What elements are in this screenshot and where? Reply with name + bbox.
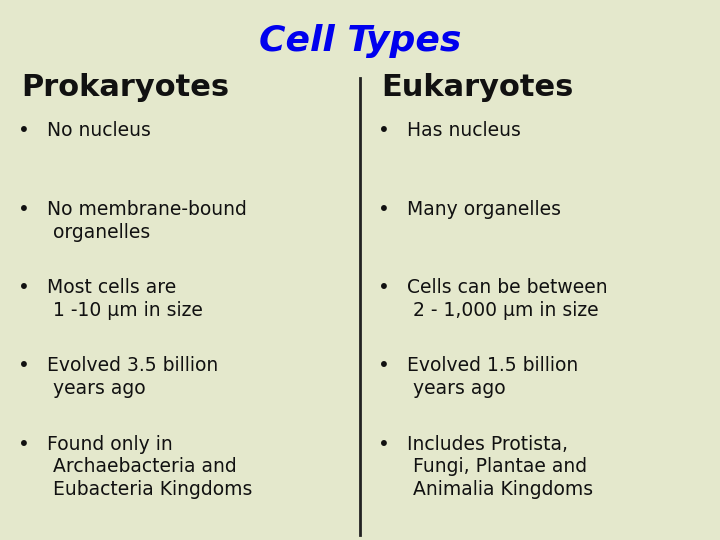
Text: Includes Protista,
 Fungi, Plantae and
 Animalia Kingdoms: Includes Protista, Fungi, Plantae and An… bbox=[407, 435, 593, 499]
Text: Evolved 3.5 billion
 years ago: Evolved 3.5 billion years ago bbox=[47, 356, 218, 398]
Text: No membrane-bound
 organelles: No membrane-bound organelles bbox=[47, 200, 247, 241]
Text: •: • bbox=[378, 435, 390, 454]
Text: •: • bbox=[378, 200, 390, 219]
Text: •: • bbox=[18, 278, 30, 297]
Text: •: • bbox=[18, 200, 30, 219]
Text: •: • bbox=[18, 435, 30, 454]
Text: Many organelles: Many organelles bbox=[407, 200, 561, 219]
Text: •: • bbox=[18, 356, 30, 375]
Text: Prokaryotes: Prokaryotes bbox=[22, 73, 230, 102]
Text: Most cells are
 1 -10 μm in size: Most cells are 1 -10 μm in size bbox=[47, 278, 202, 320]
Text: •: • bbox=[378, 278, 390, 297]
Text: Eukaryotes: Eukaryotes bbox=[382, 73, 574, 102]
Text: •: • bbox=[18, 122, 30, 140]
Text: •: • bbox=[378, 122, 390, 140]
Text: No nucleus: No nucleus bbox=[47, 122, 150, 140]
Text: Has nucleus: Has nucleus bbox=[407, 122, 521, 140]
Text: Evolved 1.5 billion
 years ago: Evolved 1.5 billion years ago bbox=[407, 356, 578, 398]
Text: Found only in
 Archaebacteria and
 Eubacteria Kingdoms: Found only in Archaebacteria and Eubacte… bbox=[47, 435, 252, 499]
Text: •: • bbox=[378, 356, 390, 375]
Text: Cell Types: Cell Types bbox=[258, 24, 462, 58]
Text: Cells can be between
 2 - 1,000 μm in size: Cells can be between 2 - 1,000 μm in siz… bbox=[407, 278, 608, 320]
